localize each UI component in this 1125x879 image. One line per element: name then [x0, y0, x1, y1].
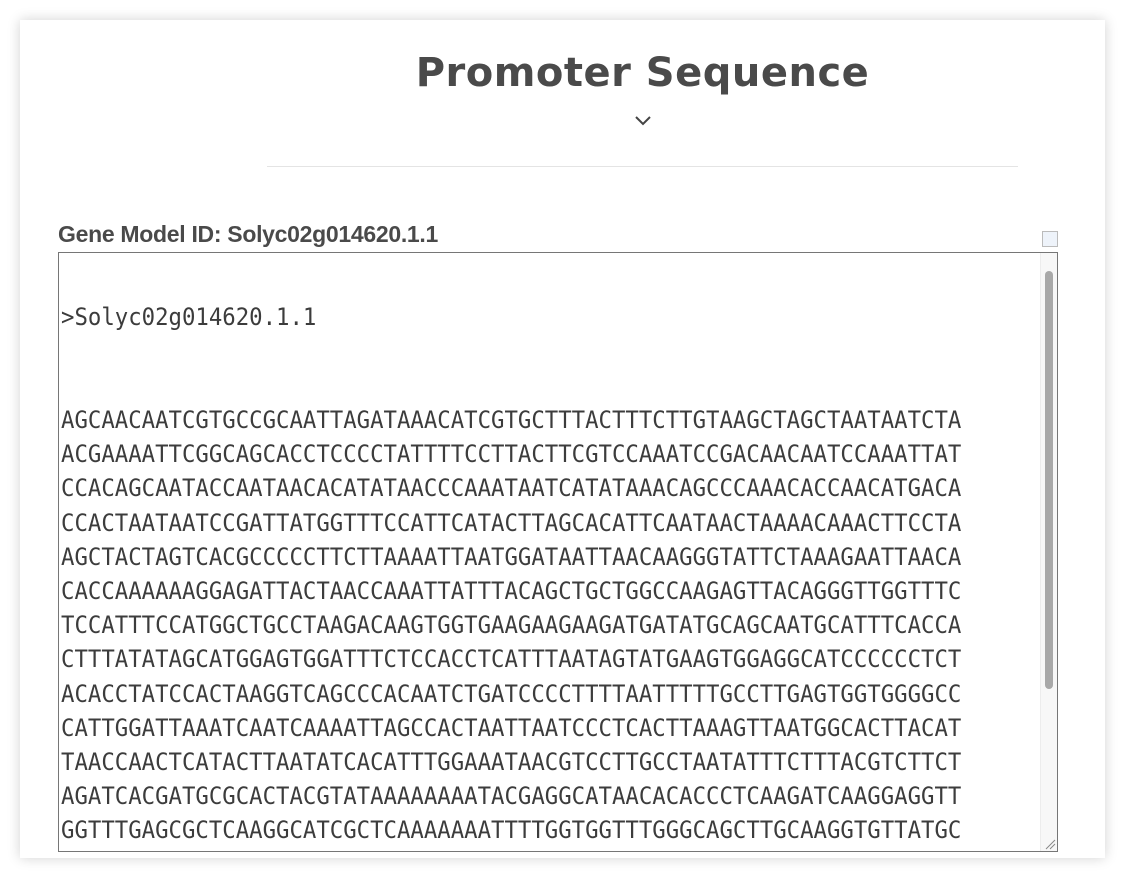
sequence-line: CCACTAATAATCCGATTATGGTTTCCATTCATACTTAGCA…	[61, 508, 962, 537]
sequence-line: GGTTTGAGCGCTCAAGGCATCGCTCAAAAAAATTTTGGTG…	[61, 816, 962, 845]
gene-id: Solyc02g014620.1.1	[227, 221, 439, 247]
sequence-line: CTTTATATAGCATGGAGTGGATTTCTCCACCTCATTTAAT…	[61, 645, 962, 674]
resize-grip[interactable]	[1044, 838, 1056, 850]
sequence-line: AGATCACGATGCGCACTACGTATAAAAAAAATACGAGGCA…	[61, 782, 962, 811]
gene-model-label: Gene Model ID: Solyc02g014620.1.1	[58, 221, 438, 248]
sequence-line: AGCAACAATCGTGCCGCAATTAGATAAACATCGTGCTTTA…	[61, 406, 962, 435]
sequence-textarea[interactable]: >Solyc02g014620.1.1 AGCAACAATCGTGCCGCAAT…	[58, 252, 1058, 852]
broken-image[interactable]	[1042, 231, 1058, 247]
scrollbar[interactable]	[1040, 253, 1057, 851]
scroll-thumb[interactable]	[1045, 271, 1053, 689]
sequence-header: >Solyc02g014620.1.1	[61, 303, 317, 332]
collapse-toggle[interactable]	[634, 114, 652, 128]
sequence-line: TCCATTTCCATGGCTGCCTAAGACAAGTGGTGAAGAAGAA…	[61, 611, 962, 640]
sequence-line: ACACCTATCCACTAAGGTCAGCCCACAATCTGATCCCCTT…	[61, 679, 962, 708]
sequence-line: CATTGGATTAAATCAATCAAAATTAGCCACTAATTAATCC…	[61, 713, 962, 742]
sequence-line: CTCAAGCTCCAATAGCCTAGGTGGAAATTTCAAGGAGTCG…	[61, 848, 961, 852]
divider	[267, 166, 1018, 167]
sequence-line: TAACCAACTCATACTTAATATCACATTTGGAAATAACGTC…	[61, 748, 962, 777]
gene-label: Gene Model ID:	[58, 221, 222, 247]
sequence-text: >Solyc02g014620.1.1 AGCAACAATCGTGCCGCAAT…	[61, 253, 962, 852]
sequence-line: CCACAGCAATACCAATAACACATATAACCCAAATAATCAT…	[61, 474, 962, 503]
card: Promoter Sequence Gene Model ID: Solyc02…	[20, 20, 1105, 858]
sequence-line: CACCAAAAAAGGAGATTACTAACCAAATTATTTACAGCTG…	[61, 577, 962, 606]
sequence-line: ACGAAAATTCGGCAGCACCTCCCCTATTTTCCTTACTTCG…	[61, 440, 962, 469]
page-title: Promoter Sequence	[415, 50, 870, 96]
sequence-line: AGCTACTAGTCACGCCCCCTTCTTAAAATTAATGGATAAT…	[61, 542, 962, 571]
